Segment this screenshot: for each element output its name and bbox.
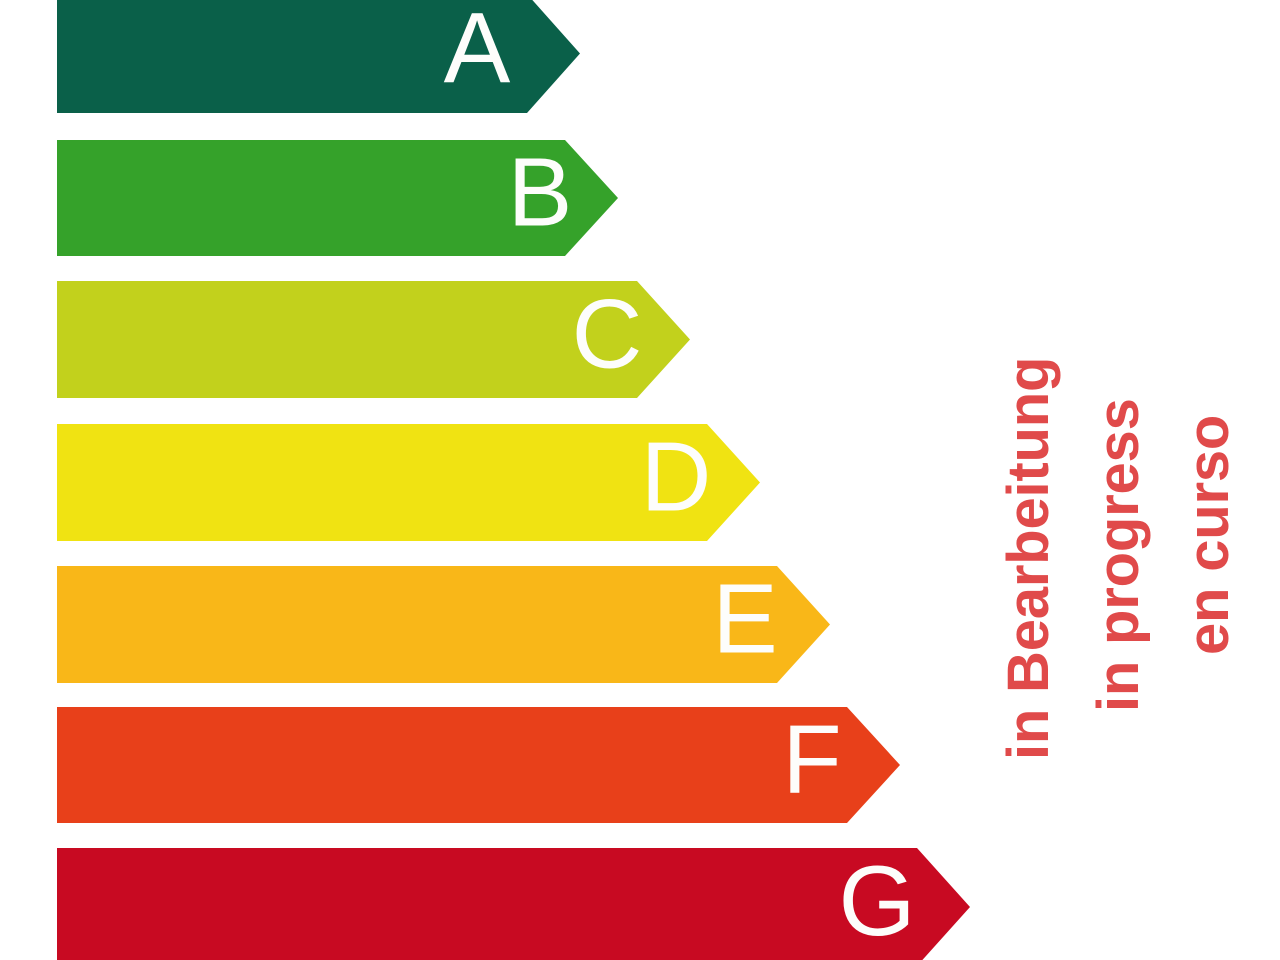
rating-bar-arrow-shape <box>57 566 830 683</box>
rating-bar-arrow-shape <box>57 0 580 113</box>
rating-bar-letter-g: G <box>838 845 915 956</box>
status-caption-in-bearbeitung: in Bearbeitung <box>996 356 1061 760</box>
rating-bar-letter-e: E <box>712 563 777 673</box>
rating-bar-arrow-shape <box>57 424 760 541</box>
rating-bar-arrow-shape <box>57 140 618 256</box>
rating-bar-arrow-shape <box>57 281 690 398</box>
rating-bar-letter-c: C <box>572 278 643 388</box>
rating-bar-letter-f: F <box>782 705 841 814</box>
rating-bar-e: E <box>57 563 830 683</box>
rating-bar-c: C <box>57 278 690 398</box>
rating-bar-letter-a: A <box>444 0 511 104</box>
rating-bar-d: D <box>57 421 760 541</box>
rating-bar-letter-d: D <box>641 421 712 531</box>
rating-bar-f: F <box>57 705 900 823</box>
rating-bar-letter-b: B <box>508 138 573 247</box>
rating-bar-a: A <box>57 0 580 113</box>
rating-bar-b: B <box>57 138 618 256</box>
rating-bar-arrow-shape <box>57 707 900 823</box>
rating-bar-g: G <box>57 845 970 960</box>
status-caption-in-progress: in progress <box>1086 398 1151 712</box>
status-caption-en-curso: en curso <box>1176 414 1241 655</box>
rating-bar-arrow-shape <box>57 848 970 960</box>
